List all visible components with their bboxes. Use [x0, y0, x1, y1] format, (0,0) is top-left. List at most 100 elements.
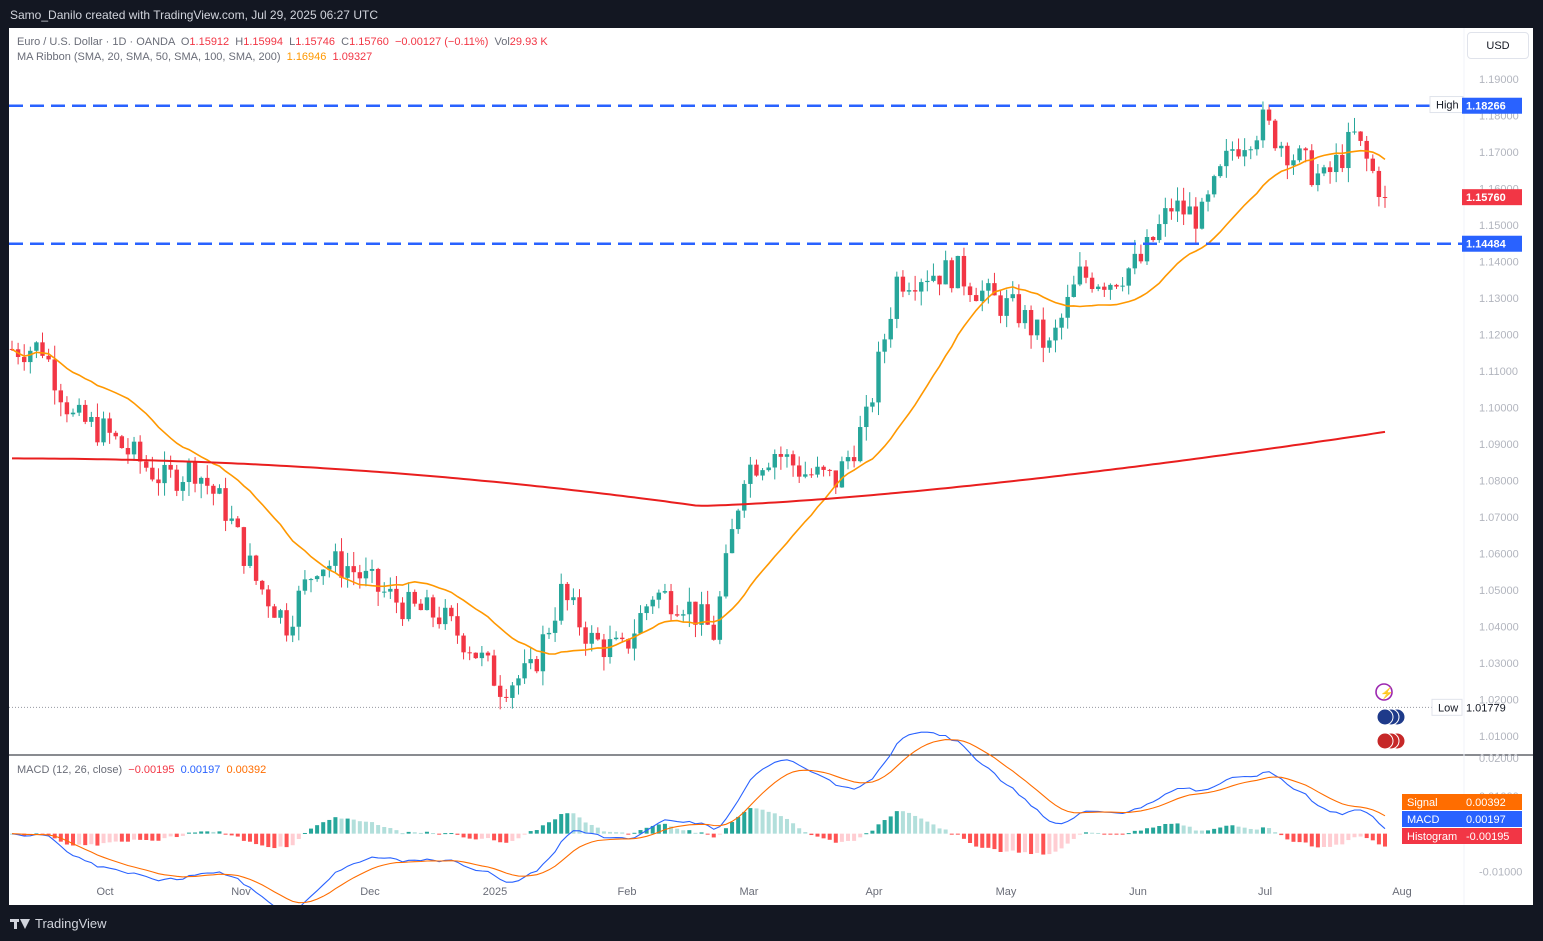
macd-signal-value: 0.00392 [226, 764, 267, 776]
macd-histogram-bar [101, 833, 106, 844]
candle-body [1199, 201, 1205, 229]
macd-histogram-bar [1138, 830, 1143, 834]
high-value: 1.15994 [243, 36, 284, 48]
time-axis-label: Dec [360, 886, 380, 898]
candle-body [418, 603, 424, 611]
time-axis-label: Mar [740, 886, 759, 898]
macd-histogram-bar [351, 819, 356, 834]
low-label-bg [1431, 698, 1463, 716]
candle-body [394, 588, 399, 603]
candle-body [308, 579, 314, 581]
macd-histogram-bar [144, 833, 149, 840]
macd-histogram-bar [760, 809, 765, 834]
macd-histogram-bar [1370, 833, 1375, 841]
macd-histogram-bar [119, 833, 124, 842]
macd-histogram-bar [675, 828, 680, 834]
candle-body [668, 591, 674, 615]
candle-body [150, 467, 155, 480]
candle-body [870, 402, 875, 407]
macd-histogram-bar [1321, 833, 1326, 847]
candle-body [70, 412, 76, 415]
macd-histogram-bar [1022, 833, 1027, 853]
macd-histogram-bar [205, 831, 210, 834]
last-price-label-bg [1462, 189, 1522, 206]
candle-body [327, 565, 332, 570]
candle-body [644, 606, 649, 614]
tradingview-brand-text: TradingView [35, 916, 107, 931]
macd-histogram-bar [589, 824, 594, 834]
candle-body [333, 551, 338, 566]
macd-histogram-bar [370, 822, 375, 834]
macd-histogram-bar [302, 832, 307, 834]
candle-body [626, 639, 631, 649]
candle-body [363, 570, 369, 579]
candle-body [912, 290, 918, 292]
price-tick-label: 1.07000 [1479, 512, 1519, 524]
candle-body [205, 477, 210, 486]
macd-histogram-bar [1145, 828, 1150, 834]
candle-body [821, 466, 826, 470]
candle-body [1218, 166, 1223, 177]
eu-flag-event-icon [1376, 708, 1394, 726]
macd-histogram-bar [1309, 833, 1314, 847]
price-tick-label: 1.13000 [1479, 293, 1519, 305]
candle-body [1120, 285, 1125, 287]
candle-body [845, 457, 851, 462]
macd-histogram-bar [974, 833, 979, 847]
macd-histogram-bar [1193, 830, 1198, 834]
macd-histogram-bar [601, 831, 606, 834]
candle-body [400, 602, 405, 620]
candle-body [430, 597, 436, 618]
candle-body [198, 477, 204, 484]
chart-frame: 1.190001.180001.170001.160001.150001.140… [9, 28, 1533, 905]
macd-histogram-bar [1291, 833, 1296, 842]
lightning-event-glyph: ⚡ [1380, 687, 1394, 700]
price-tick-label: 1.09000 [1479, 439, 1519, 451]
macd-histogram-bar [400, 833, 405, 835]
candle-body [1126, 268, 1131, 286]
high-label: High [1436, 100, 1459, 112]
price-tick-label: 1.05000 [1479, 585, 1519, 597]
macd-signal-line [11, 739, 1386, 904]
macd-histogram-bar [595, 827, 600, 834]
macd-histogram-bar [418, 832, 423, 834]
macd-histogram-bar [223, 833, 228, 835]
candle-body [290, 626, 295, 636]
candle-body [1150, 236, 1156, 241]
candle-body [436, 617, 442, 625]
candle-body [772, 454, 777, 468]
macd-histogram-bar [315, 825, 320, 834]
last-price-label: 1.15760 [1466, 192, 1506, 204]
candle-body [735, 510, 741, 530]
candle-body [1132, 253, 1138, 269]
candle-body [876, 351, 881, 403]
macd-histogram-bar [614, 832, 619, 834]
candle-body [321, 569, 326, 577]
macd-histogram-bar [431, 833, 436, 835]
macd-histogram-bar [510, 833, 515, 841]
candle-body [1193, 206, 1199, 229]
level-lower-label: 1.14484 [1466, 239, 1507, 251]
chart-canvas[interactable]: 1.190001.180001.170001.160001.150001.140… [9, 28, 1533, 905]
macd-histogram-bar [565, 813, 570, 834]
macd-histogram-bar [736, 816, 741, 834]
candle-body [1034, 319, 1040, 336]
macd-histogram-bar [113, 833, 118, 842]
macd-histogram-bar [1016, 833, 1021, 853]
macd-histogram-bar [992, 833, 997, 850]
macd-histogram-bar [1053, 833, 1058, 852]
vol-value: 29.93 K [509, 36, 548, 48]
macd-histogram-bar [363, 821, 368, 834]
candle-body [1266, 109, 1272, 121]
macd-histogram-bar [894, 811, 899, 834]
macd-histogram-bar [424, 831, 429, 834]
macd-histogram-bar [882, 820, 887, 834]
currency-button[interactable]: USD [1467, 32, 1529, 59]
candle-body [510, 685, 515, 698]
candle-body [131, 441, 137, 455]
candle-body [571, 597, 576, 601]
macd-histogram-bar [1279, 833, 1284, 836]
macd-histogram-bar [1120, 833, 1125, 835]
price-tick-label: 1.15000 [1479, 220, 1519, 232]
candle-body [1181, 200, 1186, 215]
